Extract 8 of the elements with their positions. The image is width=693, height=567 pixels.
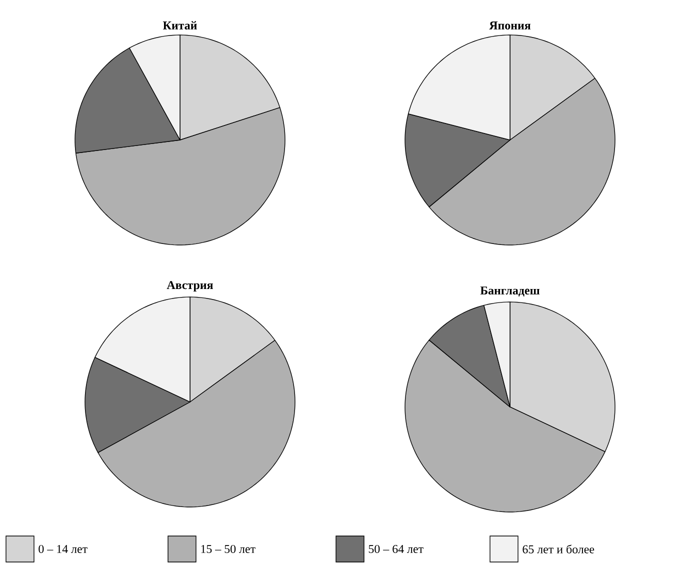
legend-label: 50 – 64 лет bbox=[368, 544, 424, 554]
chart-title: Австрия bbox=[166, 281, 213, 292]
legend-label: 0 – 14 лет bbox=[38, 544, 88, 554]
legend-label: 65 лет и более bbox=[522, 544, 594, 554]
chart-title: Китай bbox=[162, 21, 197, 30]
chart-title: Япония bbox=[489, 22, 531, 30]
chart-title: Бангладеш bbox=[480, 286, 540, 296]
legend-label: 15 – 50 лет bbox=[201, 544, 256, 554]
